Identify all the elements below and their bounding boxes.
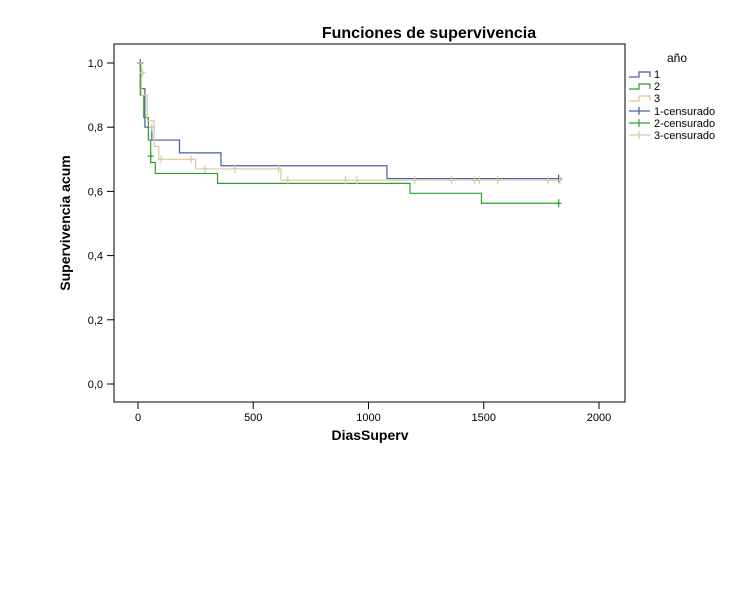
y-tick-label: 0,2: [88, 315, 103, 327]
chart-title: Funciones de supervivencia: [322, 25, 536, 42]
censor-mark-3: [139, 68, 146, 77]
censor-mark-2: [555, 199, 562, 208]
legend-entry-1: 1: [654, 69, 660, 81]
y-tick-label: 0,0: [88, 379, 103, 391]
series-line-3: [138, 62, 560, 181]
plot-frame: [113, 43, 626, 403]
x-axis-label: DiasSuperv: [331, 427, 408, 443]
legend-censored-entry-3: 3-censurado: [654, 130, 715, 142]
legend-swatch-1: [629, 71, 651, 78]
x-tick-label: 0: [135, 412, 141, 424]
x-tick-label: 2000: [587, 412, 611, 424]
censor-mark-3: [201, 164, 208, 173]
legend-swatch-2: [629, 83, 651, 90]
legend-entry-2: 2: [654, 81, 660, 93]
censor-mark-2: [147, 152, 154, 161]
legend-censored-entry-1: 1-censurado: [654, 106, 715, 118]
censor-mark-1: [555, 174, 562, 183]
censor-mark-3: [231, 164, 238, 173]
legend-censored-entry-2: 2-censurado: [654, 118, 715, 130]
x-tick-label: 500: [244, 412, 262, 424]
censor-mark-3: [448, 176, 455, 185]
legend-censor-swatch-1: [629, 107, 650, 115]
censor-mark-3: [275, 164, 282, 173]
y-tick-label: 1,0: [88, 58, 103, 70]
x-tick-label: 1500: [472, 412, 496, 424]
censor-mark-3: [476, 176, 483, 185]
series-layer: [137, 59, 563, 208]
censor-mark-3: [411, 176, 418, 185]
legend-entry-3: 3: [654, 93, 660, 105]
y-axis: 0,0 0,2 0,4 0,6 0,8 1,0: [88, 58, 114, 391]
censor-mark-3: [556, 176, 563, 185]
legend-title: año: [667, 51, 687, 65]
censor-mark-3: [158, 155, 165, 164]
censor-mark-3: [545, 176, 552, 185]
x-axis: 0 500 1000 1500 2000: [135, 402, 611, 424]
legend-censor-swatch-3: [629, 131, 650, 139]
censor-mark-3: [494, 176, 501, 185]
y-tick-label: 0,8: [88, 122, 103, 134]
x-tick-label: 1000: [356, 412, 380, 424]
censor-mark-3: [342, 176, 349, 185]
y-tick-label: 0,4: [88, 251, 103, 263]
legend-censor-swatch-2: [629, 119, 650, 127]
censor-mark-3: [353, 176, 360, 185]
censor-mark-3: [188, 155, 195, 164]
legend-swatch-3: [629, 95, 651, 102]
y-tick-label: 0,6: [88, 186, 103, 198]
y-axis-label: Supervivencia acum: [57, 155, 73, 290]
censor-mark-3: [148, 123, 155, 132]
censor-mark-3: [284, 176, 291, 185]
